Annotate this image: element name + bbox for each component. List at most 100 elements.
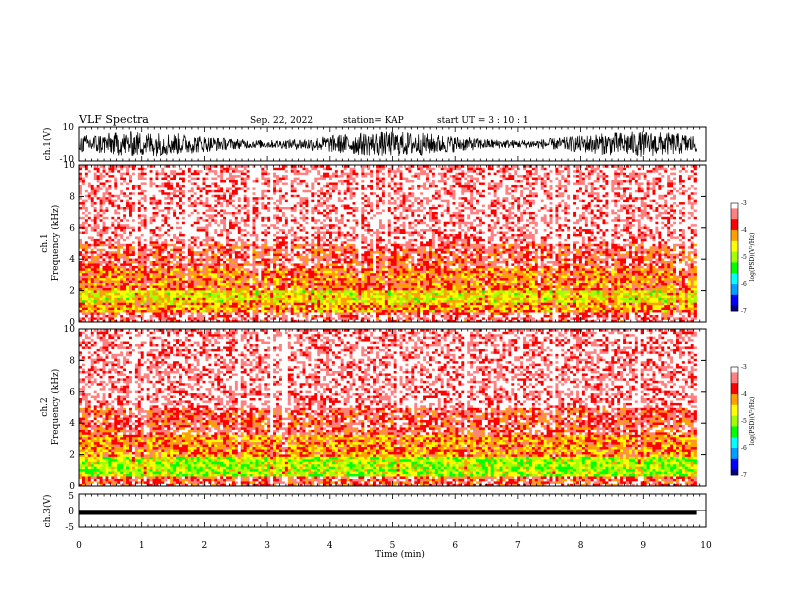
spectrogram-cell xyxy=(267,268,270,271)
spectrogram-cell xyxy=(173,204,176,207)
spectrogram-cell xyxy=(164,266,167,269)
spectrogram-cell xyxy=(105,278,108,281)
spectrogram-cell xyxy=(164,204,167,207)
spectrogram-cell xyxy=(188,175,191,178)
spectrogram-cell xyxy=(85,207,88,210)
spectrogram-cell xyxy=(123,256,126,259)
spectrogram-cell xyxy=(97,280,100,283)
spectrogram-cell xyxy=(182,248,185,251)
spectrogram-cell xyxy=(300,199,303,202)
spectrogram-cell xyxy=(285,170,288,173)
spectrogram-cell xyxy=(117,214,120,217)
spectrogram-cell xyxy=(150,229,153,232)
spectrogram-cell xyxy=(100,202,103,205)
spectrogram-cell xyxy=(261,317,264,320)
spectrogram-cell xyxy=(191,261,194,264)
spectrogram-cell xyxy=(261,177,264,180)
spectrogram-cell xyxy=(117,170,120,173)
spectrogram-cell xyxy=(170,280,173,283)
spectrogram-cell xyxy=(205,268,208,271)
spectrogram-cell xyxy=(91,207,94,210)
spectrogram-cell xyxy=(279,167,282,170)
spectrogram-cell xyxy=(255,261,258,264)
spectrogram-cell xyxy=(229,231,232,234)
spectrogram-cell xyxy=(232,219,235,222)
spectrogram-cell xyxy=(217,253,220,256)
spectrogram-cell xyxy=(147,177,150,180)
spectrogram-cell xyxy=(155,231,158,234)
spectrogram-cell xyxy=(91,185,94,188)
spectrogram-cell xyxy=(232,231,235,234)
spectrogram-cell xyxy=(123,310,126,313)
spectrogram-cell xyxy=(223,190,226,193)
spectrogram-cell xyxy=(85,199,88,202)
spectrogram-cell xyxy=(194,290,197,293)
spectrogram-cell xyxy=(255,167,258,170)
spectrogram-cell xyxy=(194,302,197,305)
spectrogram-cell xyxy=(250,180,253,183)
spectrogram-cell xyxy=(208,258,211,261)
spectrogram-cell xyxy=(135,266,138,269)
spectrogram-cell xyxy=(167,307,170,310)
spectrogram-cell xyxy=(123,312,126,315)
spectrogram-cell xyxy=(241,302,244,305)
spectrogram-cell xyxy=(147,273,150,276)
spectrogram-cell xyxy=(97,307,100,310)
spectrogram-cell xyxy=(105,167,108,170)
spectrogram-cell xyxy=(182,305,185,308)
spectrogram-cell xyxy=(197,283,200,286)
spectrogram-cell xyxy=(167,236,170,239)
spectrogram-cell xyxy=(226,263,229,266)
spectrogram-cell xyxy=(94,224,97,227)
spectrogram-cell xyxy=(188,288,191,291)
spectrogram-cell xyxy=(305,234,308,237)
spectrogram-cell xyxy=(235,204,238,207)
spectrogram-cell xyxy=(285,273,288,276)
spectrogram-cell xyxy=(297,256,300,259)
spectrogram-cell xyxy=(117,270,120,273)
spectrogram-cell xyxy=(129,280,132,283)
spectrogram-cell xyxy=(161,256,164,259)
spectrogram-cell xyxy=(276,190,279,193)
spectrogram-cell xyxy=(185,307,188,310)
spectrogram-cell xyxy=(217,241,220,244)
spectrogram-cell xyxy=(238,288,241,291)
spectrogram-cell xyxy=(303,239,306,242)
spectrogram-cell xyxy=(235,278,238,281)
spectrogram-cell xyxy=(264,315,267,318)
spectrogram-cell xyxy=(238,246,241,249)
spectrogram-cell xyxy=(88,219,91,222)
spectrogram-cell xyxy=(197,180,200,183)
spectrogram-cell xyxy=(161,263,164,266)
spectrogram-cell xyxy=(182,167,185,170)
spectrogram-cell xyxy=(153,192,156,195)
spectrogram-cell xyxy=(200,209,203,212)
spectrogram-cell xyxy=(214,199,217,202)
spectrogram-cell xyxy=(223,302,226,305)
spectrogram-cell xyxy=(100,244,103,247)
spectrogram-cell xyxy=(305,315,308,318)
spectrogram-cell xyxy=(303,170,306,173)
spectrogram-cell xyxy=(203,305,206,308)
spectrogram-cell xyxy=(205,248,208,251)
spectrogram-cell xyxy=(82,261,85,264)
spectrogram-cell xyxy=(208,310,211,313)
spectrogram-cell xyxy=(270,297,273,300)
spectrogram-cell xyxy=(238,285,241,288)
spectrogram-cell xyxy=(191,199,194,202)
spectrogram-cell xyxy=(144,270,147,273)
spectrogram-cell xyxy=(244,317,247,320)
spectrogram-cell xyxy=(158,204,161,207)
spectrogram-cell xyxy=(170,310,173,313)
spectrogram-cell xyxy=(294,185,297,188)
spectrogram-cell xyxy=(164,231,167,234)
spectrogram-cell xyxy=(117,293,120,296)
spectrogram-cell xyxy=(276,275,279,278)
spectrogram-cell xyxy=(170,302,173,305)
spectrogram-cell xyxy=(261,288,264,291)
spectrogram-cell xyxy=(223,167,226,170)
spectrogram-cell xyxy=(261,248,264,251)
spectrogram-cell xyxy=(297,275,300,278)
spectrogram-cell xyxy=(150,251,153,254)
spectrogram-cell xyxy=(108,194,111,197)
